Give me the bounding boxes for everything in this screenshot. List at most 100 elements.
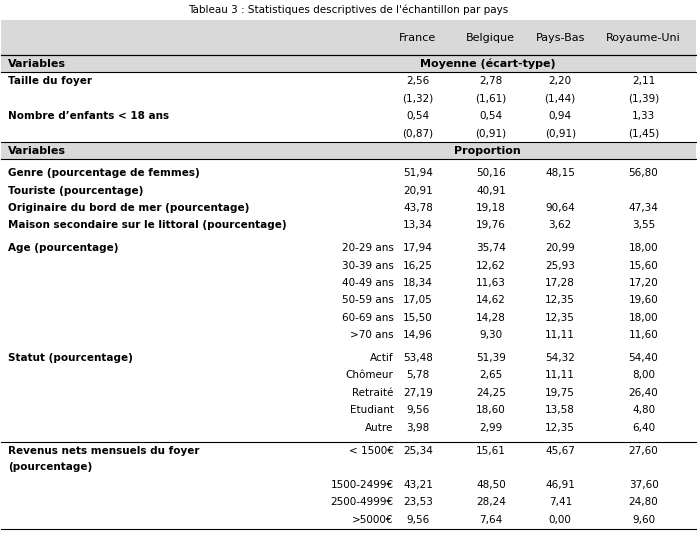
Text: Tableau 3 : Statistiques descriptives de l'échantillon par pays: Tableau 3 : Statistiques descriptives de… — [188, 4, 509, 15]
Text: 2,20: 2,20 — [549, 76, 572, 86]
Text: (1,44): (1,44) — [544, 94, 576, 103]
Text: 14,62: 14,62 — [476, 295, 506, 306]
Text: 2,56: 2,56 — [406, 76, 429, 86]
Text: 43,78: 43,78 — [403, 203, 433, 213]
Text: 40-49 ans: 40-49 ans — [342, 278, 394, 288]
Text: 11,60: 11,60 — [629, 330, 659, 340]
Text: 54,32: 54,32 — [545, 353, 575, 363]
Text: Etudiant: Etudiant — [350, 405, 394, 415]
Text: 2,99: 2,99 — [480, 422, 503, 433]
Text: 12,62: 12,62 — [476, 261, 506, 271]
Text: 13,34: 13,34 — [403, 221, 433, 230]
Text: 3,98: 3,98 — [406, 422, 429, 433]
Text: 7,41: 7,41 — [549, 498, 572, 507]
Text: 37,60: 37,60 — [629, 480, 659, 490]
Text: 19,18: 19,18 — [476, 203, 506, 213]
Text: Autre: Autre — [365, 422, 394, 433]
Text: 0,54: 0,54 — [406, 111, 429, 121]
Text: 20,99: 20,99 — [545, 243, 575, 253]
Text: 25,93: 25,93 — [545, 261, 575, 271]
Text: 13,58: 13,58 — [545, 405, 575, 415]
Text: 9,56: 9,56 — [406, 515, 429, 525]
Text: (pourcentage): (pourcentage) — [8, 462, 93, 472]
Text: 17,20: 17,20 — [629, 278, 659, 288]
Text: 12,35: 12,35 — [545, 422, 575, 433]
Text: 45,67: 45,67 — [545, 447, 575, 456]
Text: Actif: Actif — [370, 353, 394, 363]
Text: 24,25: 24,25 — [476, 388, 506, 398]
Text: 24,80: 24,80 — [629, 498, 659, 507]
Text: (1,45): (1,45) — [628, 128, 659, 138]
Text: 17,05: 17,05 — [403, 295, 433, 306]
Text: 9,56: 9,56 — [406, 405, 429, 415]
Text: Statut (pourcentage): Statut (pourcentage) — [8, 353, 133, 363]
Text: 0,00: 0,00 — [549, 515, 572, 525]
Text: Retraité: Retraité — [352, 388, 394, 398]
Text: 15,50: 15,50 — [403, 313, 433, 323]
Text: 53,48: 53,48 — [403, 353, 433, 363]
Text: 1500-2499€: 1500-2499€ — [330, 480, 394, 490]
Text: (1,32): (1,32) — [402, 94, 434, 103]
Text: (0,91): (0,91) — [544, 128, 576, 138]
Text: 25,34: 25,34 — [403, 447, 433, 456]
Bar — [1, 55, 696, 72]
Text: 50,16: 50,16 — [476, 168, 506, 178]
Bar — [1, 20, 696, 55]
Text: Chômeur: Chômeur — [346, 370, 394, 380]
Text: 48,15: 48,15 — [545, 168, 575, 178]
Text: 20-29 ans: 20-29 ans — [342, 243, 394, 253]
Text: Taille du foyer: Taille du foyer — [8, 76, 92, 86]
Text: Originaire du bord de mer (pourcentage): Originaire du bord de mer (pourcentage) — [8, 203, 250, 213]
Text: 4,80: 4,80 — [632, 405, 655, 415]
Text: 17,94: 17,94 — [403, 243, 433, 253]
Text: 11,11: 11,11 — [545, 330, 575, 340]
Text: 26,40: 26,40 — [629, 388, 659, 398]
Text: 7,64: 7,64 — [480, 515, 503, 525]
Text: 15,60: 15,60 — [629, 261, 659, 271]
Text: (1,61): (1,61) — [475, 94, 507, 103]
Text: (0,91): (0,91) — [475, 128, 507, 138]
Text: 48,50: 48,50 — [476, 480, 506, 490]
Text: France: France — [399, 32, 436, 43]
Text: Genre (pourcentage de femmes): Genre (pourcentage de femmes) — [8, 168, 200, 178]
Text: 40,91: 40,91 — [476, 186, 506, 196]
Text: 11,11: 11,11 — [545, 370, 575, 380]
Text: 3,55: 3,55 — [632, 221, 655, 230]
Text: 11,63: 11,63 — [476, 278, 506, 288]
Text: 50-59 ans: 50-59 ans — [342, 295, 394, 306]
Bar — [1, 142, 696, 159]
Text: Variables: Variables — [8, 146, 66, 155]
Text: 12,35: 12,35 — [545, 295, 575, 306]
Text: Nombre d’enfants < 18 ans: Nombre d’enfants < 18 ans — [8, 111, 169, 121]
Text: 5,78: 5,78 — [406, 370, 429, 380]
Text: 0,54: 0,54 — [480, 111, 503, 121]
Text: 2,78: 2,78 — [480, 76, 503, 86]
Text: 2,65: 2,65 — [480, 370, 503, 380]
Text: 56,80: 56,80 — [629, 168, 659, 178]
Text: 60-69 ans: 60-69 ans — [342, 313, 394, 323]
Text: >5000€: >5000€ — [352, 515, 394, 525]
Text: Revenus nets mensuels du foyer: Revenus nets mensuels du foyer — [8, 447, 200, 456]
Text: 18,00: 18,00 — [629, 243, 659, 253]
Text: 30-39 ans: 30-39 ans — [342, 261, 394, 271]
Text: 27,60: 27,60 — [629, 447, 659, 456]
Text: 9,30: 9,30 — [480, 330, 503, 340]
Text: 6,40: 6,40 — [632, 422, 655, 433]
Text: 17,28: 17,28 — [545, 278, 575, 288]
Text: 2,11: 2,11 — [632, 76, 655, 86]
Text: 46,91: 46,91 — [545, 480, 575, 490]
Text: 9,60: 9,60 — [632, 515, 655, 525]
Text: >70 ans: >70 ans — [350, 330, 394, 340]
Text: Touriste (pourcentage): Touriste (pourcentage) — [8, 186, 144, 196]
Text: 3,62: 3,62 — [549, 221, 572, 230]
Text: 19,76: 19,76 — [476, 221, 506, 230]
Text: 18,60: 18,60 — [476, 405, 506, 415]
Text: Pays-Bas: Pays-Bas — [535, 32, 585, 43]
Text: Belgique: Belgique — [466, 32, 515, 43]
Text: 12,35: 12,35 — [545, 313, 575, 323]
Text: 20,91: 20,91 — [403, 186, 433, 196]
Text: Moyenne (écart-type): Moyenne (écart-type) — [420, 58, 555, 69]
Text: 14,28: 14,28 — [476, 313, 506, 323]
Text: < 1500€: < 1500€ — [348, 447, 394, 456]
Text: 23,53: 23,53 — [403, 498, 433, 507]
